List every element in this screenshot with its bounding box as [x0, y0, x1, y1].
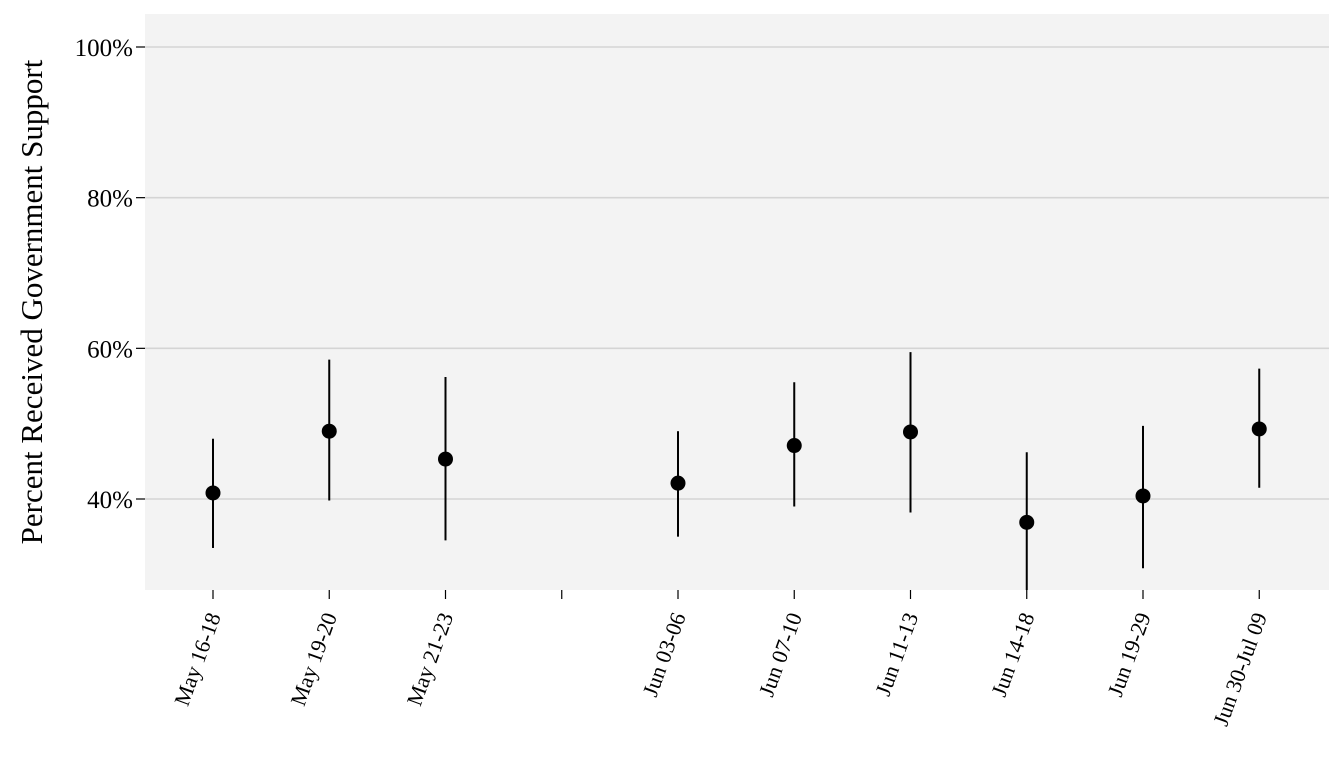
x-tick-label: Jun 07-10 [754, 609, 807, 700]
x-tick-label: Jun 03-06 [637, 609, 690, 700]
x-tick-label: Jun 14-18 [986, 609, 1039, 700]
data-point [903, 424, 918, 440]
y-tick-label: 80% [87, 186, 133, 213]
data-point [1135, 488, 1151, 504]
data-point [786, 438, 802, 454]
x-tick-label: May 21-23 [401, 609, 458, 709]
y-axis-title: Percent Received Government Support [14, 59, 49, 544]
x-tick-label: Jun 30-Jul 09 [1208, 609, 1272, 729]
plot-panel [145, 14, 1329, 590]
gridlines [145, 46, 1329, 500]
data-point [438, 451, 453, 467]
data-marks [205, 352, 1267, 590]
data-point [1019, 514, 1035, 530]
y-tick-label: 40% [87, 487, 133, 514]
x-tick-label: May 19-20 [285, 609, 342, 709]
y-axis: 40% 60% 80% 100% [75, 35, 145, 514]
x-tick-label: May 16-18 [169, 609, 226, 709]
y-tick-label: 60% [87, 336, 133, 363]
data-point [1251, 421, 1267, 437]
data-point [670, 475, 686, 491]
x-tick-label: Jun 11-13 [870, 609, 923, 699]
data-point [205, 485, 221, 501]
y-tick-label: 100% [75, 35, 133, 62]
data-point [321, 423, 337, 439]
x-axis: May 16-18 May 19-20 May 21-23 Jun 03-06 Jun … [169, 590, 1272, 729]
x-tick-label: Jun 19-29 [1102, 609, 1155, 700]
